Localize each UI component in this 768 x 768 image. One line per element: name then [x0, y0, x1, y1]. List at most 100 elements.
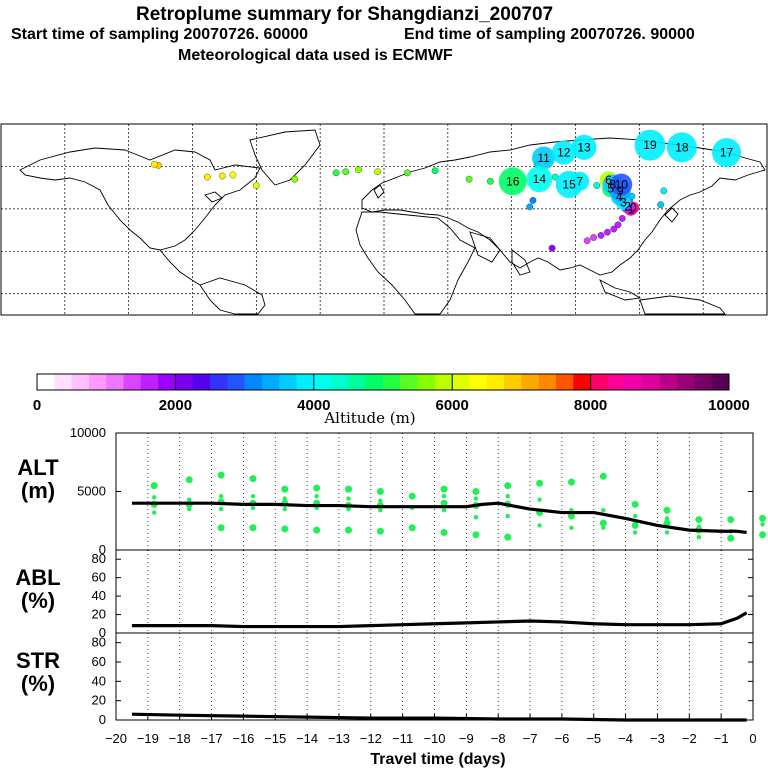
x-tick-label: −7	[523, 731, 538, 746]
y-tick-label: 80	[92, 551, 106, 566]
plume-day-label: 19	[643, 138, 657, 152]
alt-scatter-point	[345, 526, 353, 534]
x-tick-label: −2	[682, 731, 697, 746]
alt-scatter-point	[282, 506, 288, 512]
colorbar-swatch	[642, 374, 661, 390]
trail-marker	[487, 177, 494, 185]
alt-scatter-point	[218, 506, 224, 512]
plume-day-label: 6	[605, 173, 612, 187]
colorbar-swatch	[348, 374, 366, 390]
trail-marker	[204, 173, 211, 181]
alt-scatter-point	[472, 488, 480, 495]
y-tick-label: 0	[99, 542, 106, 557]
end-time-label: End time of sampling 20070726. 90000	[404, 26, 695, 43]
trail-marker	[590, 234, 597, 241]
trail-marker	[465, 175, 473, 183]
colorbar-swatch	[573, 374, 591, 390]
colorbar-swatch	[417, 374, 436, 390]
trail-marker	[614, 221, 622, 229]
alt-scatter-point	[473, 515, 479, 520]
alt-scatter-point	[663, 519, 671, 527]
colorbar-swatch	[123, 374, 142, 390]
colorbar-swatch	[140, 374, 159, 390]
plume-marker	[712, 138, 742, 168]
colorbar-swatch	[590, 374, 609, 390]
plume-marker	[551, 140, 576, 165]
plume-day-label: 13	[577, 140, 591, 154]
y-tick-label: 10000	[70, 425, 106, 440]
trail-marker	[431, 167, 439, 175]
start-time-label: Start time of sampling 20070726. 60000	[11, 26, 309, 43]
trail-marker	[660, 187, 668, 195]
colorbar-label: Altitude (m)	[323, 409, 415, 427]
alt-scatter-point	[601, 508, 606, 513]
panel-ylabel: STR	[16, 648, 60, 673]
alt-scatter-point	[282, 496, 288, 501]
y-tick-label: 20	[92, 607, 106, 622]
alt-scatter-point	[281, 485, 289, 493]
plume-day-label: 16	[506, 174, 520, 188]
trail-marker	[374, 168, 381, 176]
alt-scatter-point	[250, 505, 256, 511]
plume-day-label: 14	[533, 172, 547, 186]
trail-marker	[604, 228, 611, 236]
alt-scatter-point	[663, 506, 671, 514]
panel-ylabel-unit: (%)	[21, 671, 55, 696]
alt-scatter-point	[536, 479, 544, 487]
alt-scatter-point	[281, 525, 289, 533]
x-tick-label: −12	[360, 731, 382, 746]
alt-scatter-point	[440, 499, 448, 507]
x-tick-label: −8	[491, 731, 506, 746]
alt-scatter-point	[250, 493, 256, 499]
plume-day-label: 7	[576, 174, 583, 188]
alt-scatter-point	[569, 525, 574, 530]
colorbar-swatch	[504, 374, 522, 390]
plume-day-label: 1	[627, 202, 634, 216]
trail-marker	[548, 244, 556, 252]
alt-scatter-point	[346, 496, 351, 501]
alt-scatter-point	[187, 506, 192, 512]
alt-scatter-point	[152, 510, 157, 515]
colorbar-swatch	[210, 374, 228, 390]
abl-panel: 0 20 40 60 80 ABL(%)	[15, 549, 754, 640]
alt-scatter-point	[537, 497, 542, 502]
panel-ylabel: ABL	[15, 565, 60, 590]
x-tick-label: −11	[392, 731, 413, 746]
y-tick-label: 60	[92, 570, 106, 585]
colorbar-swatch	[158, 374, 176, 390]
colorbar-swatch	[192, 374, 211, 390]
chart-title: Retroplume summary for Shangdianzi_20070…	[136, 4, 554, 25]
mean-line	[131, 712, 747, 722]
alt-scatter-point	[759, 531, 767, 539]
alt-scatter-point	[504, 533, 512, 541]
colorbar-swatch	[469, 374, 488, 390]
alt-scatter-point	[249, 524, 257, 532]
alt-scatter-point	[505, 513, 510, 519]
plume-day-label: 2	[624, 199, 631, 213]
alt-scatter-point	[313, 526, 321, 534]
colorbar-swatch	[383, 374, 401, 390]
trail-marker	[229, 171, 237, 179]
alt-scatter-point	[346, 506, 351, 512]
x-tick-label: −13	[328, 731, 350, 746]
mean-line	[131, 611, 748, 629]
colorbar-swatch	[71, 374, 90, 390]
colorbar-swatch	[434, 374, 453, 390]
x-tick-label: −16	[232, 731, 254, 746]
met-data-label: Meteorological data used is ECMWF	[178, 47, 453, 64]
x-tick-label: −14	[296, 731, 318, 746]
alt-scatter-point	[313, 484, 321, 492]
alt-scatter-point	[537, 523, 542, 528]
colorbar-tick-label: 6000	[436, 397, 469, 414]
alt-scatter-point	[378, 498, 383, 504]
colorbar-swatch	[296, 374, 315, 390]
x-tick-label: −6	[554, 731, 569, 746]
x-tick-label: −9	[459, 731, 474, 746]
alt-scatter-point	[376, 527, 384, 535]
colorbar-swatch	[486, 374, 505, 390]
plume-marker	[498, 167, 527, 196]
x-tick-label: −5	[586, 731, 601, 746]
